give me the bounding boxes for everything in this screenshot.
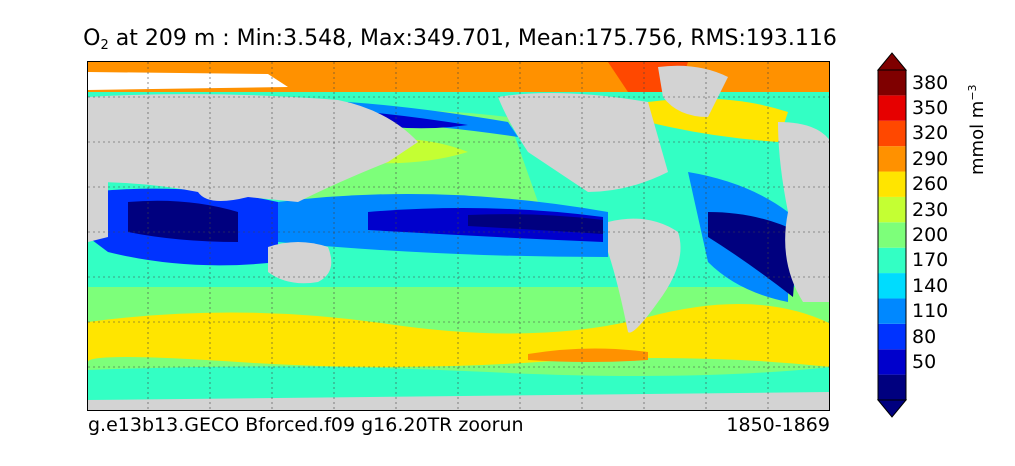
colorbar-tick-label: 140 [912, 274, 949, 297]
arctic-ice [88, 72, 288, 90]
colorbar-tick-label: 380 [912, 71, 949, 94]
atlantic-omz [708, 212, 798, 297]
antarctica [88, 392, 829, 410]
colorbar-bin [878, 273, 906, 299]
colorbar-bin [878, 298, 906, 324]
arabian-omz [128, 200, 238, 242]
colorbar-bin [878, 222, 906, 248]
southern-orange-patch [528, 348, 648, 362]
africa [778, 122, 829, 302]
equatorial-pacific-core [468, 214, 603, 234]
africa-west-edge [88, 172, 108, 242]
title-variable: O [83, 26, 101, 51]
colorbar-bin [878, 349, 906, 375]
colorbar-tick-label: 50 [912, 350, 937, 373]
graticule [88, 62, 829, 410]
colorbar-bin [878, 374, 906, 400]
ocean-oxygen-map [87, 61, 830, 411]
colorbar-bin [878, 70, 906, 96]
colorbar-tick-label: 260 [912, 173, 949, 196]
colorbar-min-extension [876, 399, 908, 418]
colorbar-bin [878, 196, 906, 223]
greenland [658, 65, 728, 117]
colorbar-tick-label: 320 [912, 122, 949, 145]
colorbar-bin [878, 323, 906, 350]
north-america [498, 93, 668, 192]
colorbar-tick-label: 80 [912, 325, 937, 348]
colorbar [876, 52, 908, 418]
title-text: at 209 m : Min:3.548, Max:349.701, Mean:… [108, 26, 837, 51]
colorbar-tick-label: 170 [912, 249, 949, 272]
colorbar-bin [878, 95, 906, 121]
colorbar-bin [878, 146, 906, 172]
colorbar-bin [878, 120, 906, 147]
title-subscript: 2 [100, 38, 109, 53]
units-exponent: −3 [966, 84, 979, 101]
colorbar-tick-label: 350 [912, 97, 949, 120]
south-america [608, 218, 681, 333]
colorbar-bin [878, 247, 906, 274]
colorbar-units: mmol m−3 [966, 84, 988, 175]
colorbar-tick-label: 230 [912, 198, 949, 221]
case-name: g.e13b13.GECO Bforced.f09 g16.20TR zooru… [88, 414, 524, 436]
map-title: O2 at 209 m : Min:3.548, Max:349.701, Me… [0, 26, 920, 53]
date-range: 1850-1869 [726, 414, 830, 436]
colorbar-max-extension [876, 52, 908, 71]
map-canvas [88, 62, 829, 410]
colorbar-bins [876, 52, 908, 418]
australia [268, 242, 332, 284]
eurasia [88, 94, 418, 202]
units-prefix: mmol m [967, 100, 988, 175]
colorbar-tick-label: 290 [912, 147, 949, 170]
colorbar-bin [878, 171, 906, 197]
colorbar-tick-label: 110 [912, 300, 949, 323]
colorbar-tick-label: 200 [912, 224, 949, 246]
colorbar-outline [877, 69, 907, 401]
